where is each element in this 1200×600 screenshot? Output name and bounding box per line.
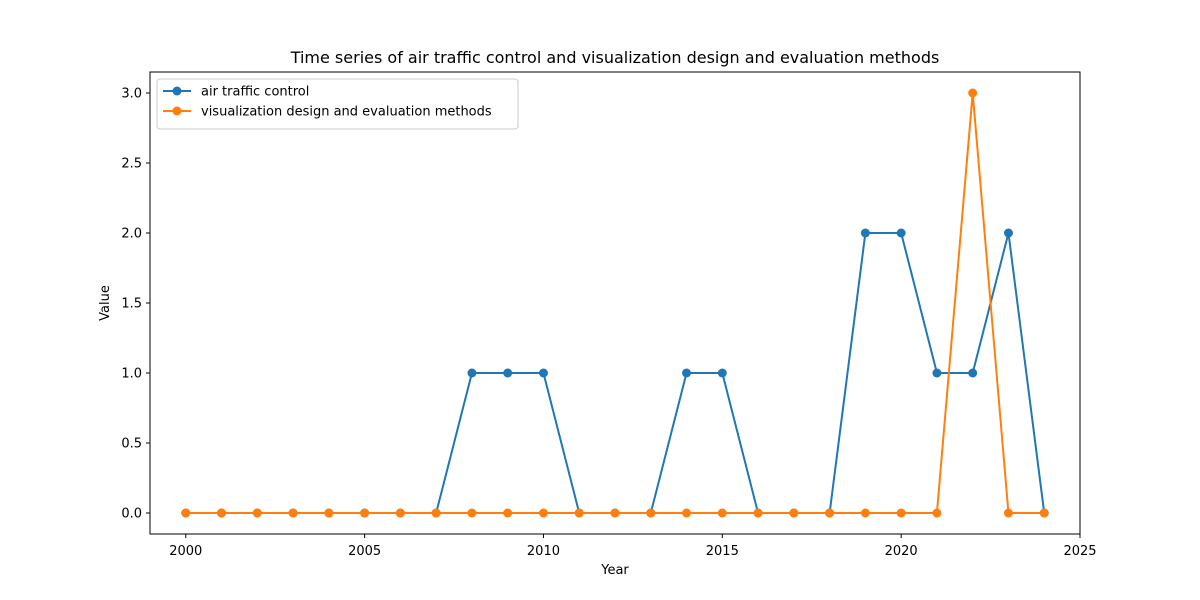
data-point [789,508,799,518]
data-point [538,368,548,378]
data-point [860,228,870,238]
data-point [753,508,763,518]
y-tick-label: 2.5 [121,157,142,172]
data-point [860,508,870,518]
data-point [968,88,978,98]
y-axis-title: Value [98,285,113,321]
data-point [717,368,727,378]
data-point [896,508,906,518]
x-axis-title: Year [600,563,629,578]
data-point [467,368,477,378]
x-tick-label: 2025 [1063,544,1096,559]
x-tick-label: 2010 [527,544,560,559]
legend-marker [172,86,182,96]
data-point [467,508,477,518]
legend-item: air traffic control [163,85,309,100]
data-point [217,508,227,518]
legend-marker [172,106,182,116]
data-point [503,368,513,378]
y-axis: 0.0 0.5 1.0 1.5 2.0 2.5 3.0 [121,87,150,522]
data-point [360,508,370,518]
series-2 [181,88,1049,518]
data-point [896,228,906,238]
data-point [395,508,405,518]
data-point [682,508,692,518]
data-point [932,508,942,518]
y-tick-label: 1.0 [121,367,142,382]
data-point [717,508,727,518]
data-point [646,508,656,518]
x-tick-label: 2000 [169,544,202,559]
data-point [1003,228,1013,238]
data-point [825,508,835,518]
data-point [431,508,441,518]
data-point [324,508,334,518]
data-point [932,368,942,378]
y-tick-label: 0.0 [121,507,142,522]
legend: air traffic control visualization design … [156,78,519,130]
data-point [181,508,191,518]
data-point [682,368,692,378]
y-tick-label: 1.5 [121,297,142,312]
y-tick-label: 0.5 [121,437,142,452]
x-axis: 2000 2005 2010 2015 2020 2025 [169,534,1097,559]
data-point [968,368,978,378]
y-tick-label: 2.0 [121,227,142,242]
x-tick-label: 2005 [348,544,381,559]
data-point [252,508,262,518]
data-point [1003,508,1013,518]
x-tick-label: 2015 [706,544,739,559]
x-tick-label: 2020 [885,544,918,559]
data-point [1039,508,1049,518]
data-point [574,508,584,518]
data-point [288,508,298,518]
legend-label: air traffic control [201,85,309,100]
chart-title: Time series of air traffic control and v… [290,48,940,67]
plot-area [181,88,1049,518]
data-point [610,508,620,518]
data-point [503,508,513,518]
y-tick-label: 3.0 [121,87,142,102]
legend-label: visualization design and evaluation meth… [201,105,492,120]
legend-item: visualization design and evaluation meth… [163,105,492,120]
legend-box [156,78,519,130]
data-point [538,508,548,518]
